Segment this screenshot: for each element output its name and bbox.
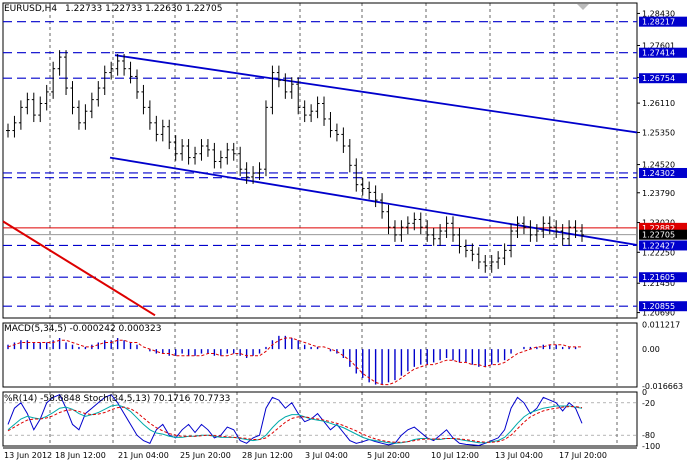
- level-label: 1.26754: [642, 74, 675, 83]
- level-label: 1.22427: [642, 241, 675, 250]
- level-label-bg: [639, 47, 687, 58]
- time-axis: 13 Jun 2012 18 Jun 12:00 21 Jun 04:00 25 Ju…: [3, 447, 637, 460]
- stoch-tick-label: 0: [642, 388, 647, 397]
- level-label-bg: [639, 240, 687, 251]
- level-label-bg: [639, 167, 687, 178]
- level-label: 1.20855: [642, 302, 675, 311]
- stoch-series-3: [7, 406, 583, 443]
- level-label: 1.27414: [642, 49, 675, 58]
- macd-title: MACD(5,34,5) -0.000242 0.000323: [4, 324, 161, 334]
- level-label: 1.21605: [642, 273, 675, 282]
- stoch-tick-label: -100: [642, 442, 660, 451]
- price-tick-label: 1.23790: [642, 189, 675, 198]
- time-tick-label: 17 Jul 20:00: [559, 451, 607, 460]
- stoch-tick-label: -80: [642, 431, 655, 440]
- stoch-tick-label: -20: [642, 399, 655, 408]
- channel-lower-line: [109, 156, 638, 246]
- level-label-bg: [639, 272, 687, 283]
- macd-pane[interactable]: 0.011217 0.00 -0.016663: [2, 320, 683, 391]
- channel-upper-line: [114, 54, 638, 134]
- symbol-label: EURUSD,H4: [4, 4, 57, 14]
- stoch-pane[interactable]: 0 -20 -80 -100: [2, 388, 660, 451]
- macd-tick-label: 0.011217: [642, 320, 680, 329]
- price-tick-label: 1.20690: [642, 309, 675, 318]
- current-price-label-bg: [639, 229, 687, 240]
- level-label-bg: [639, 16, 687, 27]
- ohlc-values: 1.22733 1.22733 1.22630 1.22705: [65, 4, 222, 14]
- macd-tick-label: 0.00: [642, 345, 660, 354]
- price-tick-label: 1.24520: [642, 161, 675, 170]
- time-tick-label: 10 Jul 12:00: [431, 451, 479, 460]
- price-tick-label: 1.22250: [642, 248, 675, 257]
- price-tick-label: 1.21450: [642, 279, 675, 288]
- macd-tick-label: -0.016663: [642, 382, 683, 391]
- time-tick-label: 13 Jul 04:00: [495, 451, 543, 460]
- macd-pane-frame: [2, 322, 638, 388]
- time-tick-label: 25 Jun 20:00: [180, 451, 231, 460]
- stoch-pane-frame: [2, 391, 638, 447]
- price-tick-label: 1.27601: [642, 41, 675, 50]
- current-price-label: 1.22705: [642, 231, 675, 240]
- time-tick-label: 28 Jun 12:00: [242, 451, 293, 460]
- level-label-bg: [639, 73, 687, 84]
- stoch-series-2: [7, 404, 583, 444]
- red-level-label-bg: [639, 222, 687, 233]
- price-tick-label: 1.26110: [642, 99, 675, 108]
- price-pane-frame: [2, 2, 638, 319]
- time-tick-label: 18 Jun 12:00: [55, 451, 106, 460]
- time-tick-label: 13 Jun 2012: [4, 451, 52, 460]
- price-tick-label: 1.25350: [642, 128, 675, 137]
- time-tick-label: 21 Jun 04:00: [118, 451, 169, 460]
- red-level-label: 1.22882: [642, 224, 675, 233]
- level-label: 1.24302: [642, 169, 675, 178]
- time-tick-label: 3 Jul 04:00: [305, 451, 348, 460]
- chart-shift-marker-icon[interactable]: [577, 4, 589, 10]
- stoch-title: %R(14) -58.6848 Stoch(34,5,13) 70.1716 7…: [4, 394, 230, 404]
- price-tick-label: 1.28430: [642, 9, 675, 18]
- time-tick-label: 5 Jul 20:00: [367, 451, 410, 460]
- level-label-bg: [639, 301, 687, 312]
- red-trendline: [2, 220, 156, 317]
- level-label: 1.28217: [642, 18, 675, 27]
- price-pane[interactable]: 1.284301.276011.267701.261101.253501.245…: [2, 2, 687, 319]
- macd-signal-line: [7, 337, 582, 386]
